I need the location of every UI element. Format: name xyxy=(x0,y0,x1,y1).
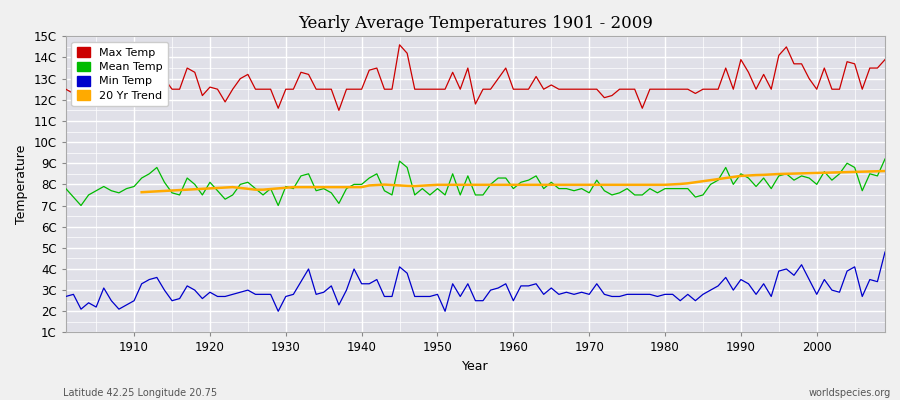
Text: worldspecies.org: worldspecies.org xyxy=(809,388,891,398)
Y-axis label: Temperature: Temperature xyxy=(15,145,28,224)
Legend: Max Temp, Mean Temp, Min Temp, 20 Yr Trend: Max Temp, Mean Temp, Min Temp, 20 Yr Tre… xyxy=(71,42,168,106)
Title: Yearly Average Temperatures 1901 - 2009: Yearly Average Temperatures 1901 - 2009 xyxy=(298,15,652,32)
X-axis label: Year: Year xyxy=(462,360,489,373)
Text: Latitude 42.25 Longitude 20.75: Latitude 42.25 Longitude 20.75 xyxy=(63,388,217,398)
